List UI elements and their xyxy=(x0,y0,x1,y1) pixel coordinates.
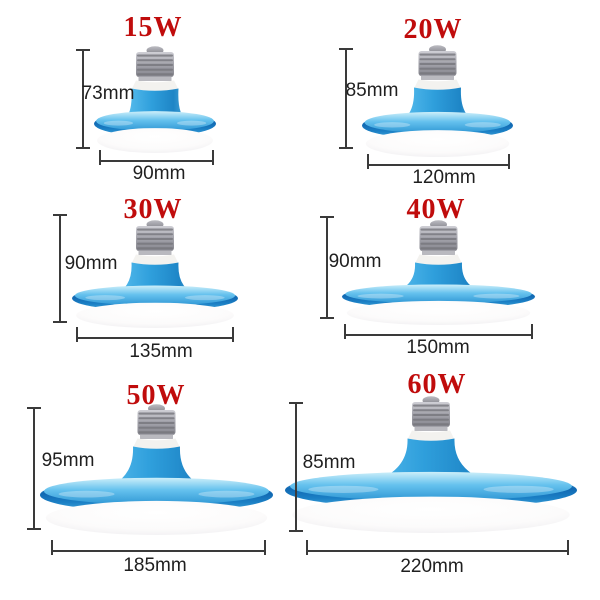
width-dimension-line-50w xyxy=(51,540,266,555)
width-dimension-line-20w xyxy=(367,154,510,169)
height-dimension-line-20w xyxy=(339,48,353,149)
height-dimension-line-15w xyxy=(76,49,90,149)
height-dimension-label-20w: 85mm xyxy=(345,80,399,101)
width-dimension-label-15w: 90mm xyxy=(132,163,186,184)
width-dimension-line-60w xyxy=(306,540,569,555)
wattage-label-60w: 60W xyxy=(407,369,467,400)
width-dimension-label-50w: 185mm xyxy=(123,555,187,576)
height-dimension-label-30w: 90mm xyxy=(64,253,118,274)
width-dimension-label-30w: 135mm xyxy=(129,341,193,362)
height-dimension-line-50w xyxy=(27,407,41,530)
width-dimension-label-40w: 150mm xyxy=(406,337,470,358)
bulb-illustration-60w xyxy=(285,396,577,533)
wattage-label-30w: 30W xyxy=(123,194,183,225)
height-dimension-label-60w: 85mm xyxy=(302,452,356,473)
bulb-illustration-40w xyxy=(342,220,535,325)
bulb-illustration-50w xyxy=(40,404,273,535)
bulb-illustration-30w xyxy=(72,220,238,328)
wattage-label-40w: 40W xyxy=(406,194,466,225)
wattage-label-20w: 20W xyxy=(403,14,463,45)
height-dimension-line-60w xyxy=(289,402,303,532)
height-dimension-label-50w: 95mm xyxy=(41,450,95,471)
width-dimension-line-30w xyxy=(76,327,234,342)
height-dimension-line-30w xyxy=(53,214,67,323)
height-dimension-label-40w: 90mm xyxy=(328,251,382,272)
width-dimension-label-20w: 120mm xyxy=(412,167,476,188)
height-dimension-label-15w: 73mm xyxy=(81,83,135,104)
width-dimension-line-40w xyxy=(344,324,533,339)
width-dimension-line-15w xyxy=(99,150,214,165)
width-dimension-label-60w: 220mm xyxy=(400,556,464,577)
bulb-illustration-20w xyxy=(362,45,513,157)
wattage-label-15w: 15W xyxy=(123,12,183,43)
bulb-illustration-15w xyxy=(94,46,216,153)
height-dimension-line-40w xyxy=(320,216,334,319)
